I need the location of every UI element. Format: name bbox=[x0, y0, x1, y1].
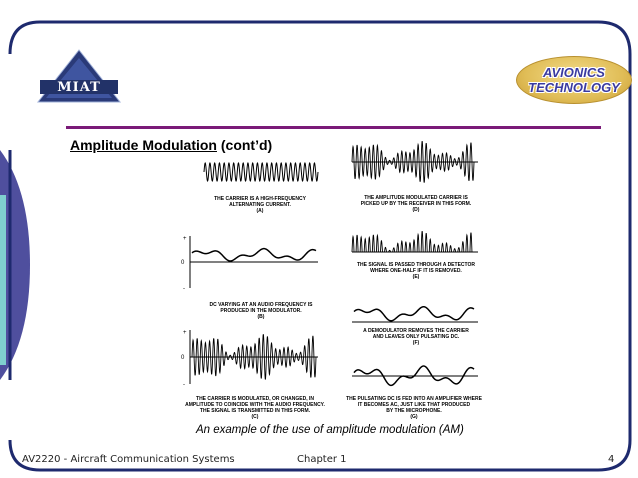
pulsating-dc-wave bbox=[353, 305, 475, 322]
footer-page-number: 4 bbox=[608, 454, 615, 465]
caption-c: THE CARRIER IS MODULATED, OR CHANGED, IN… bbox=[185, 396, 325, 420]
axis-c-minus: - bbox=[183, 382, 185, 388]
modulated-wave bbox=[191, 334, 317, 380]
caption-a: THE CARRIER IS A HIGH-FREQUENCY ALTERNATI… bbox=[214, 196, 306, 214]
logo-text: MIAT bbox=[57, 80, 101, 95]
audio-dc-wave bbox=[191, 247, 317, 262]
footer-course: AV2220 - Aircraft Communication Systems bbox=[22, 454, 235, 465]
caption-e: THE SIGNAL IS PASSED THROUGH A DETECTOR W… bbox=[357, 262, 475, 280]
figure-caption: An example of the use of amplitude modul… bbox=[196, 424, 464, 436]
avionics-technology-badge: AVIONICS TECHNOLOGY bbox=[516, 56, 632, 104]
axis-c-plus: + bbox=[183, 330, 187, 336]
badge-line-2: TECHNOLOGY bbox=[528, 80, 620, 95]
caption-f: A DEMODULATOR REMOVES THE CARRIER AND LEA… bbox=[363, 328, 469, 346]
carrier-wave bbox=[203, 161, 319, 183]
caption-d: THE AMPLITUDE MODULATED CARRIER IS PICKED… bbox=[360, 195, 472, 213]
amplified-ac-wave bbox=[353, 365, 475, 387]
received-wave bbox=[351, 140, 475, 183]
axis-b-minus: - bbox=[183, 286, 185, 292]
axis-b-plus: + bbox=[183, 236, 187, 242]
detected-wave bbox=[351, 230, 474, 253]
caption-b: DC VARYING AT AN AUDIO FREQUENCY IS PRODU… bbox=[209, 302, 313, 320]
axis-c-zero: 0 bbox=[181, 355, 185, 361]
miat-logo: MIAT bbox=[36, 48, 122, 104]
slide-title-main: Amplitude Modulation bbox=[70, 137, 217, 153]
waveform-figure: + 0 - + 0 - bbox=[181, 140, 478, 388]
caption-g: THE PULSATING DC IS FED INTO AN AMPLIFIE… bbox=[346, 396, 482, 420]
am-diagram: + 0 - + 0 - THE CARRIER IS A HIGH-FREQUE… bbox=[168, 138, 488, 424]
title-rule bbox=[66, 126, 601, 129]
axis-b-zero: 0 bbox=[181, 260, 185, 266]
footer-chapter: Chapter 1 bbox=[297, 454, 347, 465]
slide-title-suffix: (cont’d) bbox=[216, 137, 273, 153]
badge-line-1: AVIONICS bbox=[543, 65, 605, 80]
slide-title: Amplitude Modulation (cont’d) bbox=[70, 137, 272, 153]
